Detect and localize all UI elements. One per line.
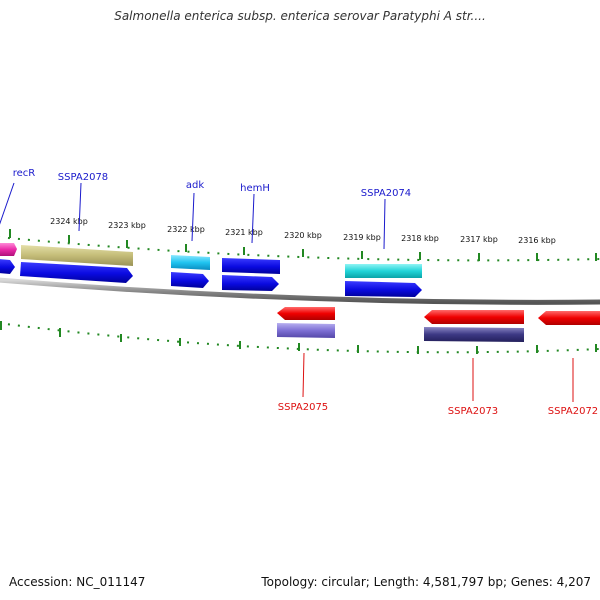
gene-label-adk[interactable]: adk [186,180,204,191]
gene-feature-SSPA2073[interactable] [424,327,524,342]
gene-label-SSPA2072[interactable]: SSPA2072 [548,406,598,417]
connector-hemH [251,193,255,244]
forward-label-connectors [0,182,386,250]
connector-SSPA2078 [78,182,82,232]
gene-label-SSPA2078[interactable]: SSPA2078 [58,172,108,183]
connector-SSPA2074 [383,198,386,250]
ruler-label: 2319 kbp [343,233,381,242]
cds-feature[interactable] [20,262,133,283]
genome-summary-label: Topology: circular; Length: 4,581,797 bp… [261,575,591,589]
cds-feature[interactable] [277,307,335,320]
map-title: Salmonella enterica subsp. enterica sero… [114,9,486,23]
reverse-label-connectors [302,352,574,402]
reverse-gene-features [277,307,600,342]
gene-label-SSPA2075[interactable]: SSPA2075 [278,402,328,413]
accession-label: Accession: NC_011147 [9,575,146,589]
ruler-label: 2318 kbp [401,234,439,243]
ruler-label: 2316 kbp [518,236,556,245]
ruler-label: 2322 kbp [167,225,205,234]
gene-feature-recR[interactable] [0,243,17,256]
gene-feature-hemH[interactable] [222,258,280,274]
cds-feature[interactable] [538,311,600,325]
gene-label-SSPA2073[interactable]: SSPA2073 [448,406,498,417]
cds-feature[interactable] [171,272,209,288]
reverse-gene-labels: SSPA2075 SSPA2073 SSPA2072 [278,402,598,417]
ruler-labels: 2324 kbp 2323 kbp 2322 kbp 2321 kbp 2320… [50,217,556,245]
ruler-label: 2317 kbp [460,235,498,244]
cds-feature[interactable] [345,281,422,297]
forward-gene-features [0,243,422,297]
inner-major-ticks [0,321,597,354]
gene-feature-SSPA2078[interactable] [21,245,133,266]
ruler-label: 2321 kbp [225,228,263,237]
gene-label-recR[interactable]: recR [13,168,36,179]
gene-label-SSPA2074[interactable]: SSPA2074 [361,188,411,199]
forward-gene-labels: recR SSPA2078 adk hemH SSPA2074 [13,168,411,199]
ruler-label: 2324 kbp [50,217,88,226]
ruler-label: 2320 kbp [284,231,322,240]
genome-backbone [0,277,600,305]
gene-feature-adk[interactable] [171,255,210,270]
gene-label-hemH[interactable]: hemH [240,183,270,194]
connector-recR [0,182,15,225]
gene-feature-SSPA2074[interactable] [345,264,422,278]
cds-feature[interactable] [222,275,279,291]
cds-feature[interactable] [0,259,15,274]
outer-major-ticks [9,229,597,261]
ruler-label: 2323 kbp [108,221,146,230]
gene-feature-SSPA2075[interactable] [277,323,335,338]
cds-feature[interactable] [424,310,524,324]
connector-SSPA2075 [302,352,305,398]
connector-adk [191,192,195,242]
